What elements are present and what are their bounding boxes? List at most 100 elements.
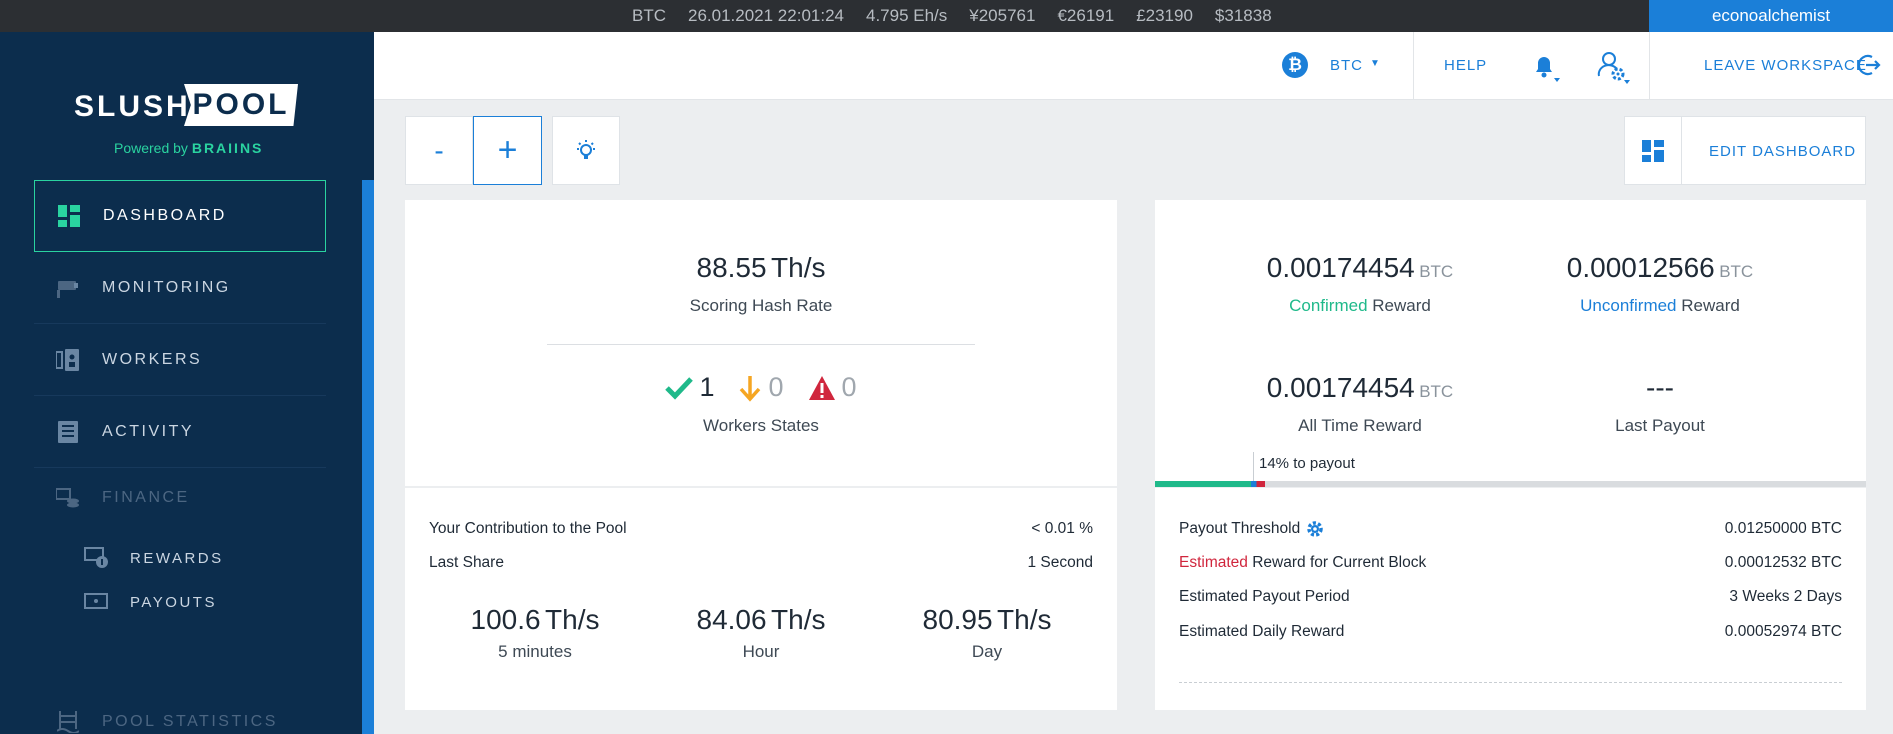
edit-dashboard-button[interactable]: EDIT DASHBOARD	[1624, 116, 1866, 185]
unconfirmed-reward-unit: BTC	[1719, 262, 1754, 281]
sidebar-item-label: POOL STATISTICS	[102, 713, 278, 730]
payout-progress-label: 14% to payout	[1259, 455, 1355, 472]
sidebar-item-rewards[interactable]: REWARDS	[84, 544, 224, 572]
leave-workspace-link[interactable]: LEAVE WORKSPACE	[1704, 57, 1867, 74]
gear-icon[interactable]	[1306, 520, 1324, 538]
hashrate-5min-value: 100.6	[470, 604, 541, 635]
hashrate-day-value: 80.95	[922, 604, 993, 635]
header-divider	[1649, 32, 1650, 100]
pool-statistics-icon	[56, 710, 80, 734]
logo-text-slush: SLUSH	[74, 90, 191, 123]
edit-dashboard-label: EDIT DASHBOARD	[1709, 143, 1857, 160]
payout-threshold-label: Payout Threshold	[1179, 520, 1301, 537]
confirmed-suffix: Reward	[1372, 296, 1431, 315]
dashboard-layout-icon	[1642, 139, 1664, 162]
hashrate-day-label: Day	[971, 642, 1003, 661]
unconfirmed-reward-label: Unconfirmed Reward	[1455, 296, 1865, 316]
slushpool-logo[interactable]: SLUSH POOL	[74, 84, 298, 130]
user-settings-icon[interactable]	[1596, 50, 1630, 84]
sidebar: SLUSH POOL Powered by BRAIINS DASHBOARD …	[0, 32, 374, 734]
hashrate-hour-label: Hour	[742, 642, 780, 661]
reward-card: 0.00174454 BTC Confirmed Reward 0.000125…	[1155, 200, 1866, 487]
payouts-icon	[84, 591, 110, 613]
payout-threshold-value: 0.01250000 BTC	[1724, 520, 1842, 537]
sidebar-item-workers[interactable]: WORKERS	[34, 324, 326, 396]
sidebar-item-label: ACTIVITY	[102, 422, 195, 440]
notifications-bell-icon[interactable]	[1530, 52, 1560, 82]
hashrate-hour-unit: Th/s	[771, 604, 826, 635]
header-divider	[1413, 32, 1414, 100]
alltime-reward-value: 0.00174454	[1266, 372, 1415, 403]
payout-progress-marker	[1253, 452, 1254, 482]
sidebar-item-dashboard[interactable]: DASHBOARD	[34, 180, 326, 252]
powered-by: Powered by BRAIINS	[114, 140, 263, 156]
last-payout-label: Last Payout	[1615, 416, 1705, 435]
alltime-reward-label: All Time Reward	[1298, 416, 1422, 435]
ticker-price-gbp: £23190	[1136, 6, 1193, 25]
last-share-label: Last Share	[429, 554, 504, 571]
powered-by-prefix: Powered by	[114, 140, 188, 156]
card-divider	[1179, 682, 1842, 683]
zoom-in-button[interactable]: +	[473, 116, 542, 185]
sidebar-item-monitoring[interactable]: MONITORING	[34, 252, 326, 324]
sidebar-item-pool-statistics[interactable]: POOL STATISTICS	[34, 702, 326, 734]
sidebar-item-label: FINANCE	[102, 489, 190, 506]
sidebar-item-label: DASHBOARD	[103, 207, 227, 224]
workers-ok-count[interactable]: 1	[699, 372, 715, 402]
sidebar-item-activity[interactable]: ACTIVITY	[34, 396, 326, 468]
coin-selector[interactable]: BTC	[1330, 57, 1363, 74]
lightbulb-icon	[577, 139, 595, 159]
workers-off-count[interactable]: 0	[841, 372, 857, 402]
payout-details-card: Payout Threshold 0.01250000 BTC Estimate…	[1155, 488, 1866, 710]
confirmed-word: Confirmed	[1289, 296, 1368, 315]
zoom-out-button[interactable]: -	[405, 116, 473, 185]
hashrate-5min-label: 5 minutes	[498, 642, 572, 661]
tips-lightbulb-button[interactable]	[552, 116, 620, 185]
alltime-reward-unit: BTC	[1419, 382, 1454, 401]
payout-threshold-row: Payout Threshold	[1179, 520, 1324, 538]
logout-icon[interactable]	[1857, 53, 1881, 77]
help-link[interactable]: HELP	[1444, 57, 1488, 74]
contribution-label: Your Contribution to the Pool	[429, 520, 627, 537]
est-daily-reward-value: 0.00052974 BTC	[1724, 623, 1842, 640]
activity-list-icon	[56, 420, 80, 444]
hashrate-hour-value: 84.06	[696, 604, 767, 635]
est-block-reward-label: Estimated Reward for Current Block	[1179, 554, 1426, 572]
unconfirmed-reward: 0.00012566 BTC	[1455, 252, 1865, 284]
powered-by-brand: BRAIINS	[191, 140, 264, 156]
hashrate-hour: 84.06 Th/s	[661, 604, 861, 636]
ticker-price-usd: $31838	[1214, 6, 1272, 25]
sidebar-item-label: MONITORING	[102, 278, 231, 296]
ticker-coin: BTC	[632, 6, 666, 25]
username-badge[interactable]: econoalchemist	[1649, 0, 1893, 32]
sidebar-item-finance[interactable]: FINANCE	[34, 468, 326, 528]
sidebar-item-payouts[interactable]: PAYOUTS	[84, 588, 217, 616]
est-block-reward-value: 0.00012532 BTC	[1724, 554, 1842, 571]
price-ticker-bar: BTC 26.01.2021 22:01:24 4.795 Eh/s ¥2057…	[0, 0, 1893, 32]
sidebar-scrollbar[interactable]	[362, 180, 374, 734]
est-daily-reward-label: Estimated Daily Reward	[1179, 623, 1345, 640]
card-divider	[547, 344, 975, 345]
scoring-hashrate-value: 88.55	[696, 252, 767, 283]
caret-down-icon[interactable]: ▼	[1370, 58, 1380, 69]
workers-states-icons: 1 0 0	[405, 372, 1117, 403]
confirmed-reward-label: Confirmed Reward	[1155, 296, 1565, 316]
confirmed-reward-value: 0.00174454	[1266, 252, 1415, 283]
workers-states-label: Workers States	[703, 416, 819, 435]
ticker-price-eur: €26191	[1057, 6, 1115, 25]
estimated-word: Estimated	[1179, 554, 1248, 571]
est-block-suffix: Reward for Current Block	[1252, 554, 1427, 571]
ticker-items: BTC 26.01.2021 22:01:24 4.795 Eh/s ¥2057…	[632, 0, 1272, 32]
bitcoin-icon[interactable]: ₿	[1282, 52, 1308, 78]
hashrate-card: 88.55 Th/s Scoring Hash Rate 1 0 0 Worke…	[405, 200, 1117, 486]
payout-progress-tip	[1251, 481, 1265, 487]
hashrate-day: 80.95 Th/s	[887, 604, 1087, 636]
top-header: ₿ BTC ▼ HELP LEAVE WORKSPACE	[374, 32, 1893, 100]
security-camera-icon	[56, 276, 80, 300]
unconfirmed-word: Unconfirmed	[1580, 296, 1677, 315]
dashboard-icon	[57, 204, 81, 228]
workers-low-count[interactable]: 0	[768, 372, 784, 402]
est-payout-period-label: Estimated Payout Period	[1179, 588, 1350, 605]
check-icon	[665, 376, 694, 400]
contribution-value: < 0.01 %	[1031, 520, 1093, 537]
